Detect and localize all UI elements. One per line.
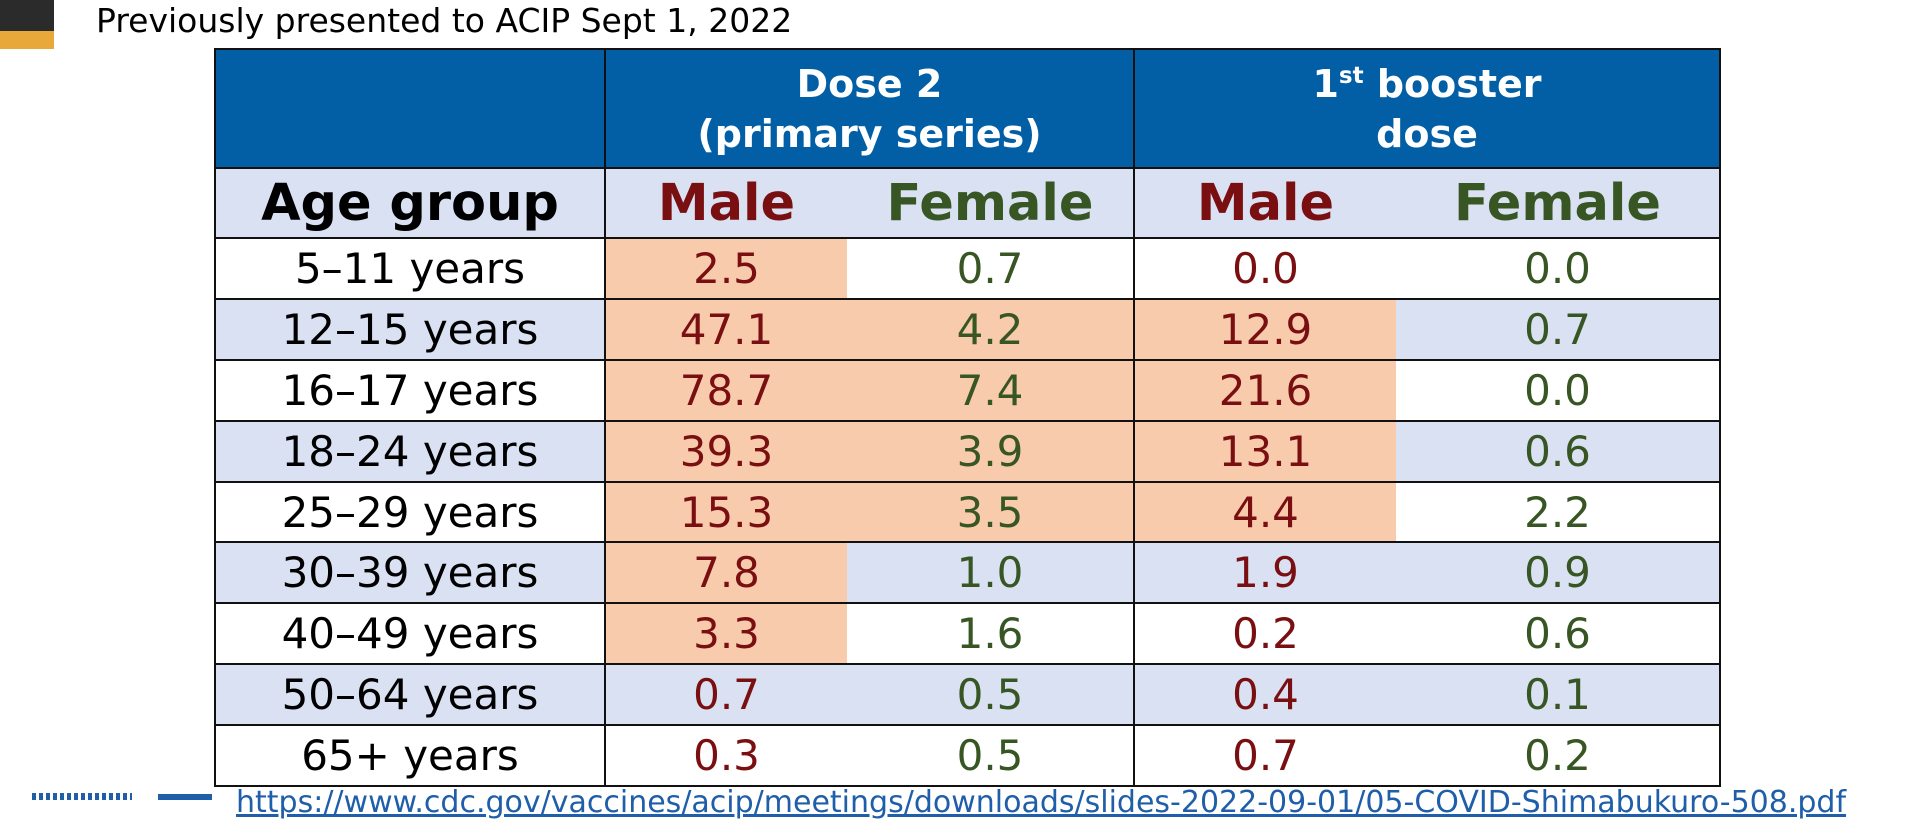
age-cell: 12–15 years xyxy=(214,297,606,361)
table-row: 25–29 years 15.3 3.5 4.4 2.2 xyxy=(214,480,1722,544)
table-row: 5–11 years 2.5 0.7 0.0 0.0 xyxy=(214,237,1722,300)
booster-female-cell: 0.0 xyxy=(1396,358,1722,422)
myocarditis-rate-table: Dose 2 (primary series) 1st booster dose… xyxy=(214,48,1722,788)
table-row: 18–24 years 39.3 3.9 13.1 0.6 xyxy=(214,419,1722,483)
dose2-male-cell: 2.5 xyxy=(604,237,847,300)
footer-logo-stripes xyxy=(32,793,132,800)
dose2-male-cell: 0.7 xyxy=(604,663,847,727)
header-booster-female: Female xyxy=(1396,167,1722,239)
booster-female-cell: 2.2 xyxy=(1396,480,1722,544)
booster-male-cell: 0.2 xyxy=(1133,602,1397,666)
header-booster-word: booster xyxy=(1363,61,1542,106)
dose2-female-cell: 1.6 xyxy=(847,602,1136,666)
dose2-female-cell: 3.5 xyxy=(847,480,1136,544)
header-blank-cell xyxy=(214,48,606,169)
corner-block-gold xyxy=(0,31,54,49)
age-cell: 16–17 years xyxy=(214,358,606,422)
age-cell: 40–49 years xyxy=(214,602,606,666)
dose2-male-cell: 0.3 xyxy=(604,724,847,788)
table-row: 40–49 years 3.3 1.6 0.2 0.6 xyxy=(214,602,1722,666)
header-dose2: Dose 2 (primary series) xyxy=(603,48,1136,169)
header-row-top: Dose 2 (primary series) 1st booster dose xyxy=(214,48,1722,169)
booster-male-cell: 4.4 xyxy=(1133,480,1397,544)
age-cell: 50–64 years xyxy=(214,663,606,727)
dose2-female-cell: 3.9 xyxy=(847,419,1136,483)
table-row: 50–64 years 0.7 0.5 0.4 0.1 xyxy=(214,663,1722,727)
booster-male-cell: 13.1 xyxy=(1133,419,1397,483)
booster-male-cell: 12.9 xyxy=(1133,297,1397,361)
dose2-female-cell: 7.4 xyxy=(847,358,1136,422)
dose2-female-cell: 0.7 xyxy=(847,237,1136,300)
booster-male-cell: 0.4 xyxy=(1133,663,1397,727)
header-age-group: Age group xyxy=(214,167,606,239)
age-cell: 30–39 years xyxy=(214,541,606,605)
dose2-female-cell: 4.2 xyxy=(847,297,1136,361)
header-dose2-line1: Dose 2 xyxy=(796,61,943,106)
header-booster-line2: dose xyxy=(1376,111,1478,156)
table-row: 12–15 years 47.1 4.2 12.9 0.7 xyxy=(214,297,1722,361)
header-booster: 1st booster dose xyxy=(1133,48,1722,169)
header-dose2-line2: (primary series) xyxy=(697,111,1042,156)
booster-female-cell: 0.1 xyxy=(1396,663,1722,727)
dose2-male-cell: 47.1 xyxy=(604,297,847,361)
table-row: 16–17 years 78.7 7.4 21.6 0.0 xyxy=(214,358,1722,422)
booster-female-cell: 0.0 xyxy=(1396,237,1722,300)
age-cell: 18–24 years xyxy=(214,419,606,483)
corner-block-dark xyxy=(0,0,54,31)
booster-female-cell: 0.6 xyxy=(1396,602,1722,666)
header-dose2-female: Female xyxy=(847,167,1136,239)
dose2-male-cell: 39.3 xyxy=(604,419,847,483)
table-row: 65+ years 0.3 0.5 0.7 0.2 xyxy=(214,724,1722,788)
booster-male-cell: 0.7 xyxy=(1133,724,1397,788)
presentation-note: Previously presented to ACIP Sept 1, 202… xyxy=(96,1,793,40)
booster-female-cell: 0.6 xyxy=(1396,419,1722,483)
header-dose2-male: Male xyxy=(604,167,847,239)
header-row-sub: Age group Male Female Male Female xyxy=(214,167,1722,239)
header-booster-male: Male xyxy=(1133,167,1397,239)
booster-male-cell: 21.6 xyxy=(1133,358,1397,422)
table-row: 30–39 years 7.8 1.0 1.9 0.9 xyxy=(214,541,1722,605)
dose2-male-cell: 15.3 xyxy=(604,480,847,544)
header-booster-ordinal: 1 xyxy=(1312,61,1339,106)
dose2-female-cell: 1.0 xyxy=(847,541,1136,605)
header-booster-superscript: st xyxy=(1338,62,1364,89)
dose2-female-cell: 0.5 xyxy=(847,724,1136,788)
footer-logo-bar xyxy=(158,794,212,800)
dose2-female-cell: 0.5 xyxy=(847,663,1136,727)
header-booster-line1: 1st booster xyxy=(1135,59,1719,109)
age-cell: 25–29 years xyxy=(214,480,606,544)
dose2-male-cell: 3.3 xyxy=(604,602,847,666)
source-link[interactable]: https://www.cdc.gov/vaccines/acip/meetin… xyxy=(236,785,1847,820)
age-cell: 65+ years xyxy=(214,724,606,788)
dose2-male-cell: 7.8 xyxy=(604,541,847,605)
age-cell: 5–11 years xyxy=(214,237,606,300)
dose2-male-cell: 78.7 xyxy=(604,358,847,422)
booster-male-cell: 0.0 xyxy=(1133,237,1397,300)
booster-female-cell: 0.7 xyxy=(1396,297,1722,361)
booster-female-cell: 0.2 xyxy=(1396,724,1722,788)
booster-male-cell: 1.9 xyxy=(1133,541,1397,605)
booster-female-cell: 0.9 xyxy=(1396,541,1722,605)
